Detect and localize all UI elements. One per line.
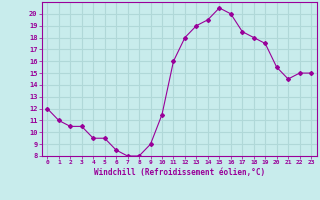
X-axis label: Windchill (Refroidissement éolien,°C): Windchill (Refroidissement éolien,°C) [94,168,265,177]
